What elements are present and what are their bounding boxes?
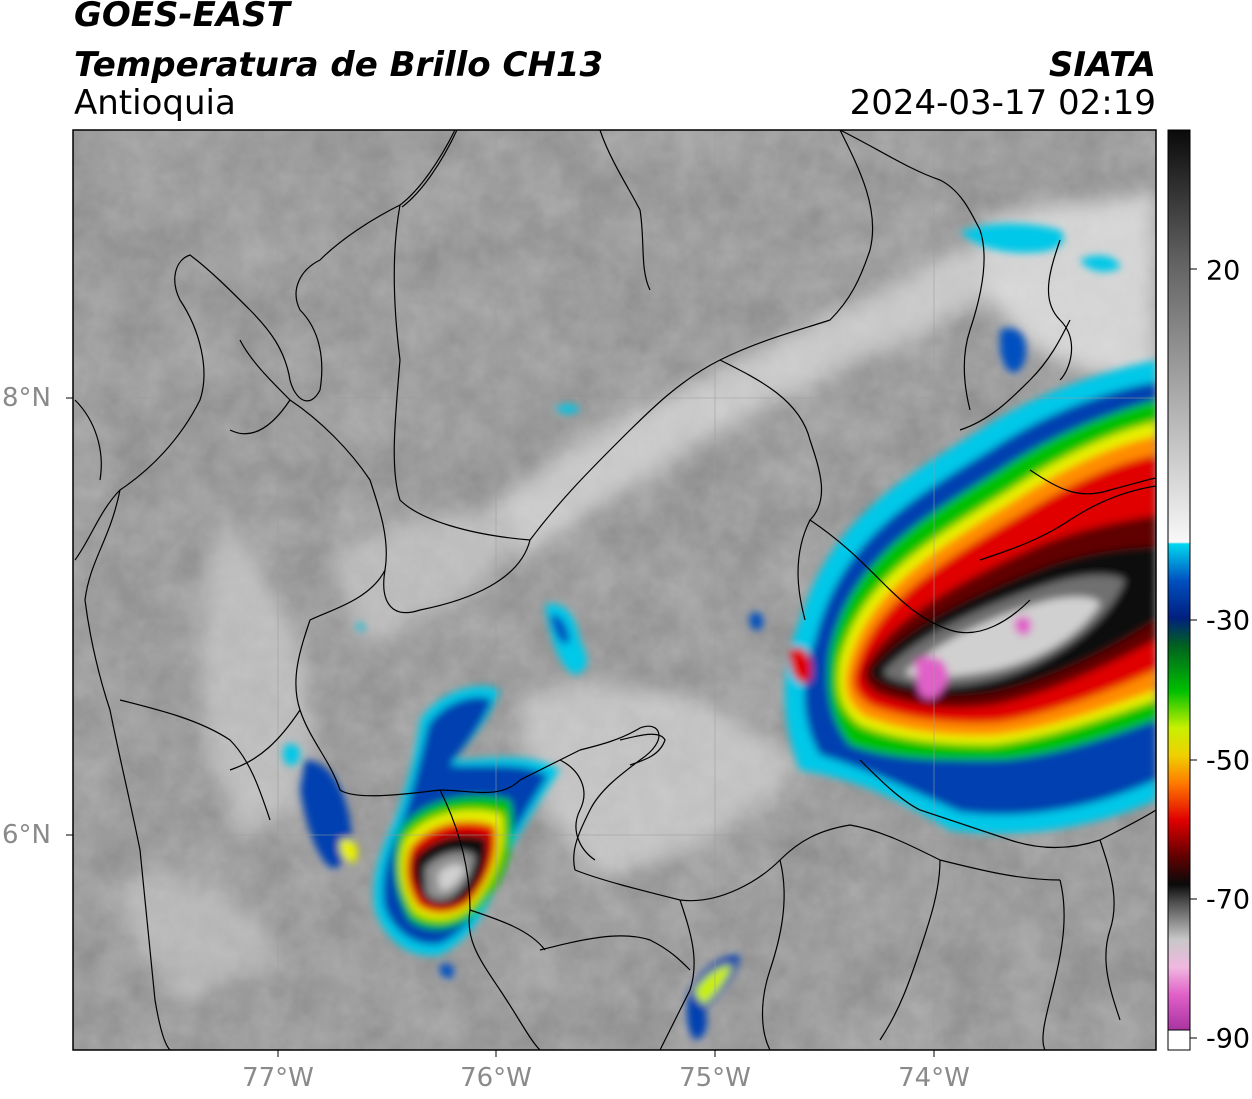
lat-label-6n: 6°N <box>2 820 51 850</box>
agency-title: SIATA <box>1048 45 1156 85</box>
lon-label-77w: 77°W <box>242 1063 314 1093</box>
colorbar-tick-label: -30 <box>1206 605 1251 637</box>
satellite-title: GOES-EAST <box>74 0 290 35</box>
lon-label-76w: 76°W <box>460 1063 532 1093</box>
region-title: Antioquia <box>74 83 236 123</box>
lat-label-8n: 8°N <box>2 383 51 413</box>
colorbar-tick-label: -50 <box>1206 745 1251 777</box>
lon-label-74w: 74°W <box>898 1063 970 1093</box>
colorbar-tick-label: -90 <box>1206 1023 1251 1055</box>
lon-label-75w: 75°W <box>679 1063 751 1093</box>
colorbar <box>1167 129 1191 1051</box>
datetime-label: 2024-03-17 02:19 <box>849 83 1156 123</box>
colorbar-tick-label: 20 <box>1206 255 1241 287</box>
product-title: Temperatura de Brillo CH13 <box>74 45 604 85</box>
admin-boundaries <box>74 130 1156 1050</box>
colorbar-tick-label: -70 <box>1206 884 1251 916</box>
